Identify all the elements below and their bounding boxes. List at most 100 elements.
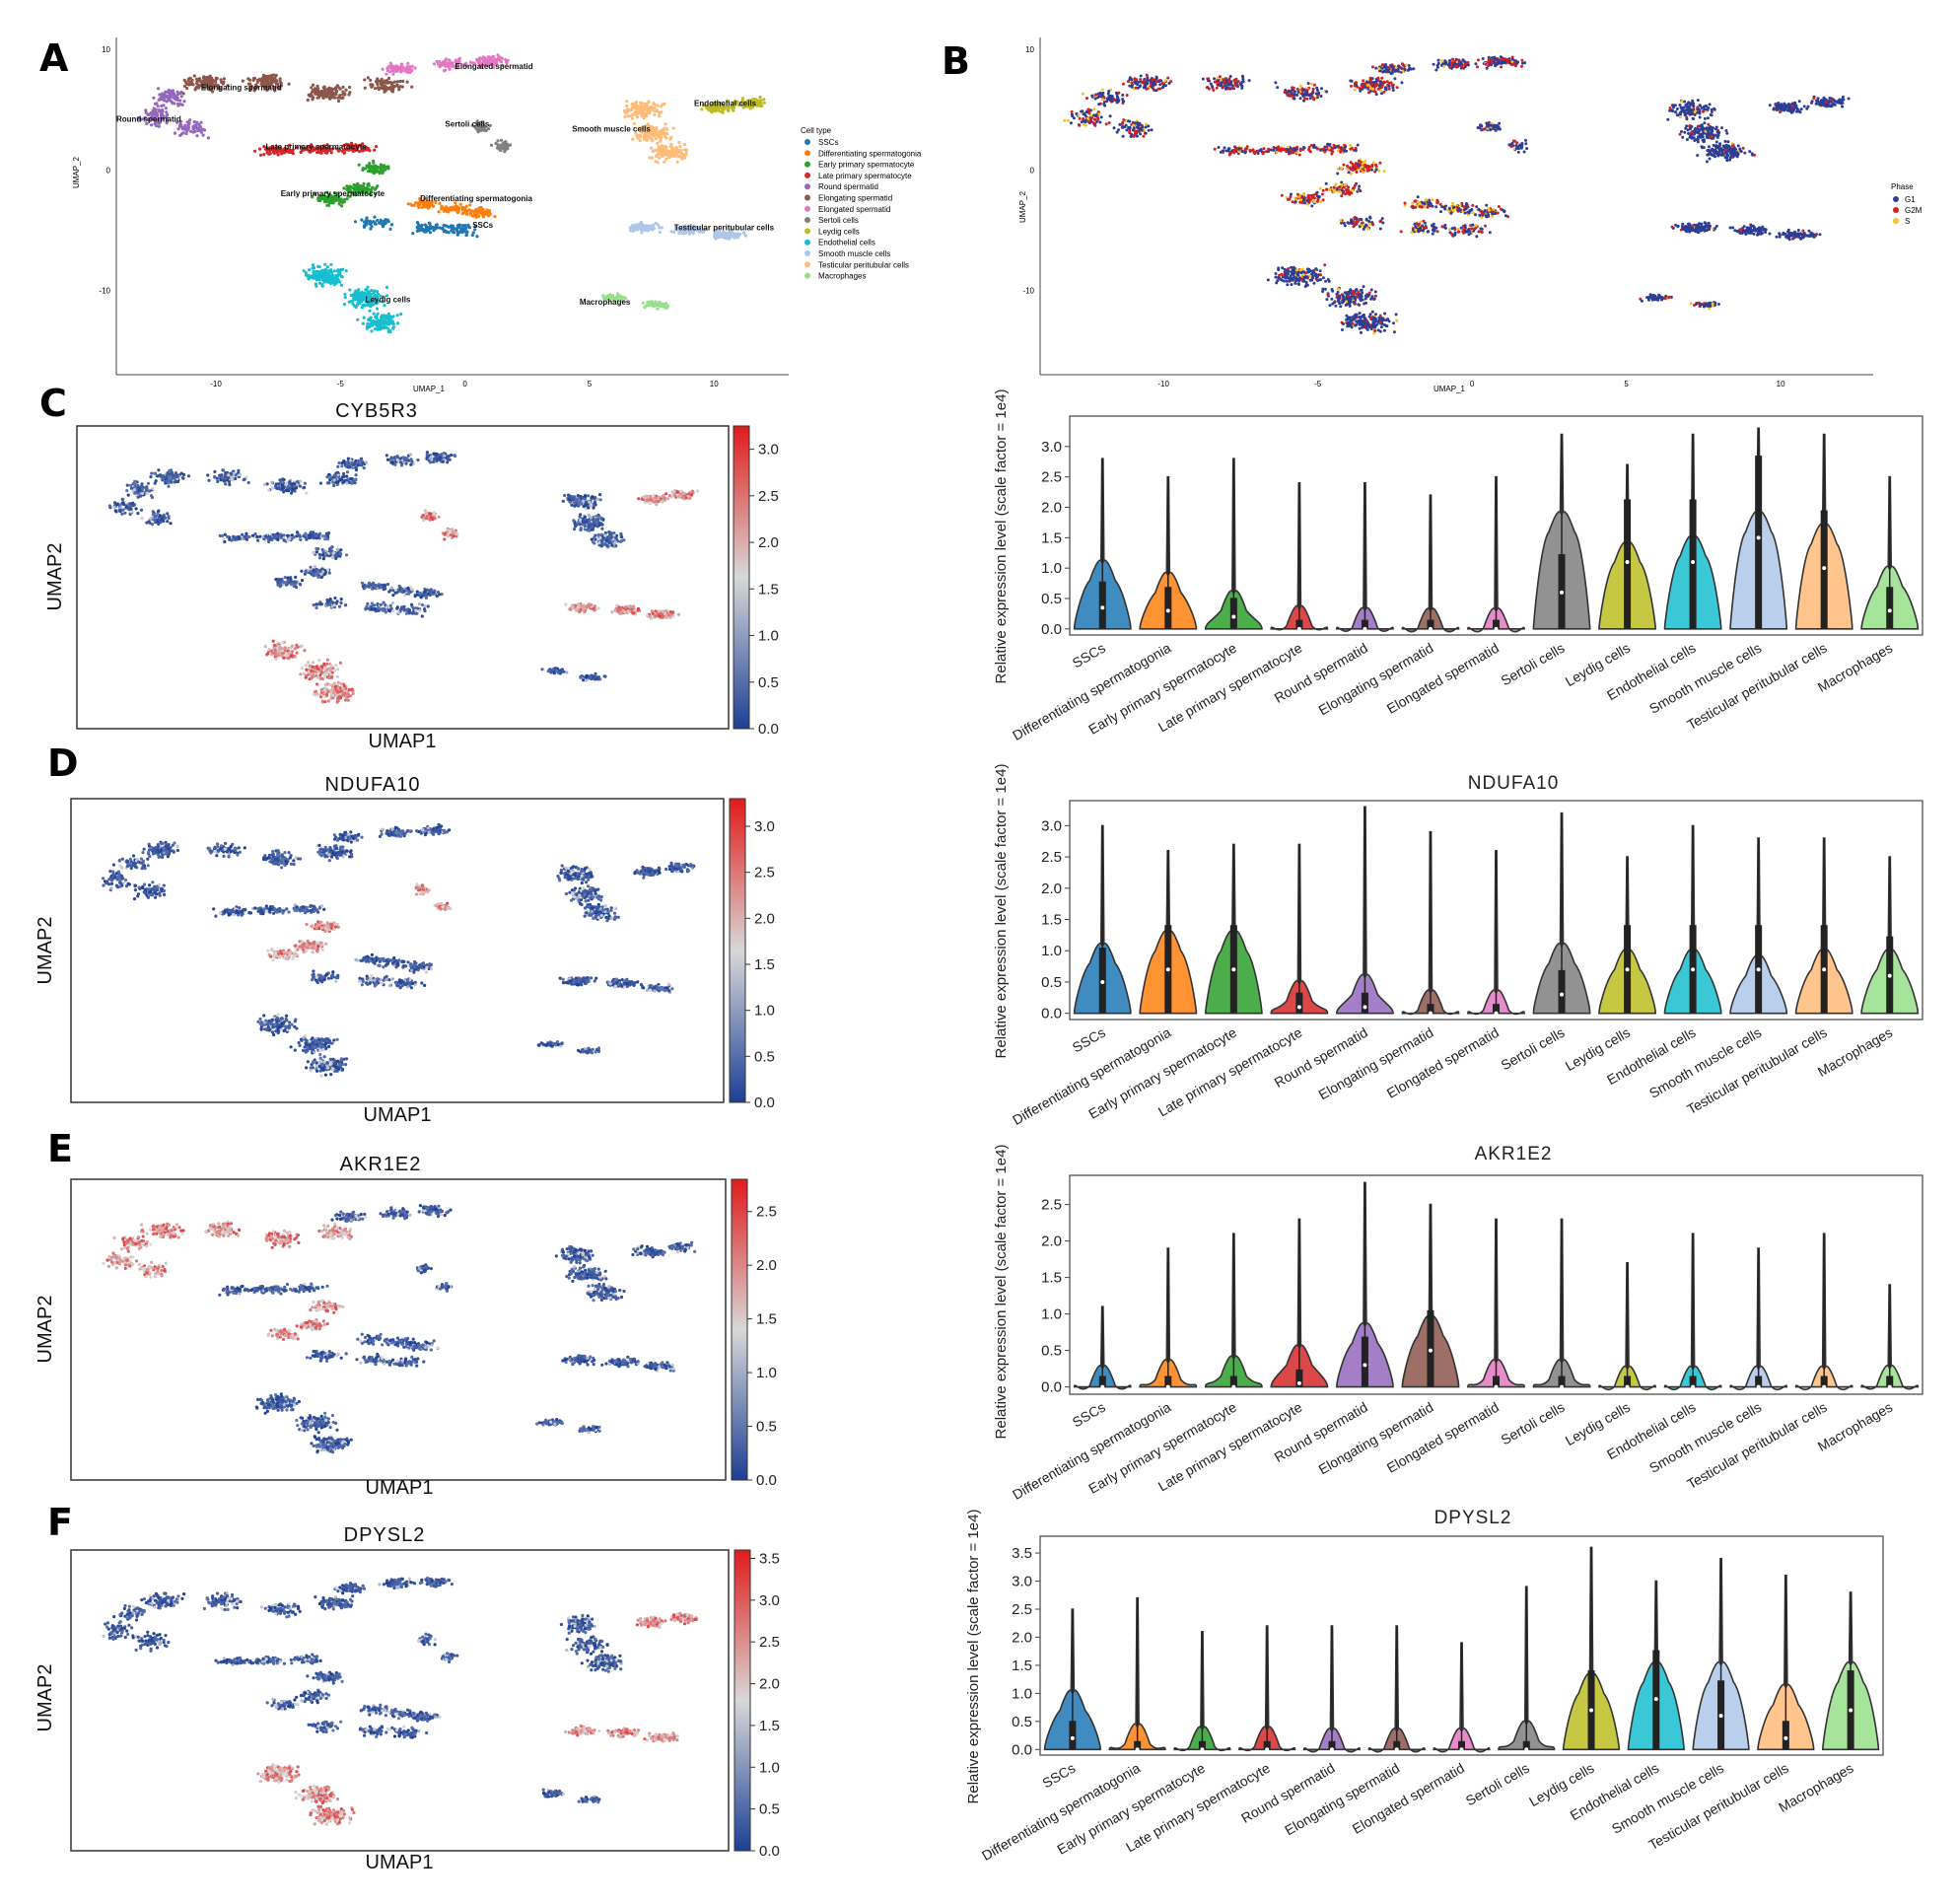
- panel-a-point: [719, 233, 723, 237]
- panel-a-point: [499, 143, 503, 148]
- panel-a-xtick: -10: [210, 380, 222, 388]
- panel-a-point: [361, 142, 365, 146]
- panel-a-point: [654, 154, 659, 158]
- panel-b-point: [1366, 91, 1370, 95]
- panel-a-point: [157, 87, 161, 91]
- panel-b-point: [1471, 203, 1475, 207]
- panel-b-point: [1434, 205, 1438, 209]
- panel-a-point: [445, 209, 450, 214]
- panel-a-point: [350, 143, 354, 147]
- panel-a-point: [378, 170, 382, 174]
- panel-a-point: [647, 100, 651, 105]
- panel-b-point: [1463, 211, 1467, 215]
- panel-a-point: [348, 188, 352, 192]
- panel-b-point: [1366, 165, 1370, 169]
- panel-b-points: [1063, 55, 1851, 335]
- panel-b-point: [1485, 66, 1489, 70]
- panel-a-point: [473, 228, 477, 232]
- panel-b-point: [1070, 109, 1074, 113]
- panel-a-point: [320, 268, 324, 272]
- panel-a-point: [669, 135, 673, 140]
- panel-a-point: [343, 292, 347, 296]
- panel-b-point: [1394, 66, 1398, 69]
- panel-letter-e: E: [47, 1127, 73, 1170]
- panel-a-point: [158, 93, 162, 97]
- panel-a-cluster-1: [406, 196, 497, 219]
- panel-b-point: [1110, 100, 1114, 104]
- panel-b-point: [1500, 60, 1503, 64]
- panel-a-point: [291, 148, 295, 152]
- panel-b-point: [1475, 205, 1479, 209]
- panel-a-point: [324, 93, 328, 97]
- panel-a-ytick: 0: [106, 166, 111, 175]
- panel-b-point: [1368, 215, 1372, 219]
- panel-b-point: [1427, 230, 1431, 234]
- panel-b-point: [1429, 202, 1433, 206]
- panel-a-point: [289, 150, 294, 155]
- panel-b-point: [1089, 118, 1093, 121]
- panel-a-point: [182, 84, 186, 88]
- panel-a-cluster-label: Differentiating spermatogonia: [420, 194, 532, 203]
- panel-a-point: [663, 306, 666, 310]
- panel-a-point: [476, 214, 481, 218]
- panel-a-point: [437, 210, 441, 214]
- panel-a-point: [325, 147, 329, 152]
- panel-a-point: [359, 291, 363, 295]
- panel-b-point: [1247, 79, 1251, 83]
- panel-a-point: [422, 201, 426, 205]
- panel-b-point: [1319, 200, 1323, 204]
- panel-a-point: [625, 104, 629, 108]
- panel-b-point: [1105, 97, 1109, 101]
- panel-b-point: [1798, 110, 1802, 114]
- panel-a-point: [656, 141, 660, 145]
- panel-b-point: [1435, 230, 1439, 234]
- panel-a-point: [395, 84, 399, 88]
- panel-b-point: [1134, 81, 1138, 85]
- panel-b-point: [1093, 113, 1097, 117]
- panel-b-point: [1309, 82, 1313, 86]
- panel-a-point: [632, 225, 636, 229]
- panel-a-point: [366, 76, 370, 80]
- panel-b-point: [1325, 187, 1329, 191]
- panel-b-point: [1449, 211, 1453, 215]
- panel-a-point: [420, 223, 424, 228]
- panel-a-point: [350, 147, 354, 151]
- panel-b-point: [1217, 146, 1221, 149]
- panel-a-point: [399, 312, 403, 317]
- panel-b-point: [1820, 104, 1823, 107]
- panel-b-point: [1258, 149, 1261, 153]
- panel-b-point: [1411, 201, 1415, 205]
- panel-a-point: [410, 203, 414, 207]
- panel-a-point: [278, 80, 282, 84]
- panel-a-point: [428, 204, 432, 209]
- panel-b-xtick: 10: [1777, 380, 1785, 388]
- panel-a-point: [485, 208, 489, 212]
- panel-b-point: [1077, 113, 1081, 117]
- panel-a-point: [454, 201, 457, 205]
- panel-b-point: [1825, 105, 1829, 108]
- panel-b-point: [1316, 89, 1319, 92]
- panel-a-point: [368, 317, 372, 320]
- panel-a-point: [330, 277, 334, 281]
- panel-b-point: [1450, 233, 1454, 236]
- panel-b-point: [1128, 125, 1132, 129]
- panel-a-point: [641, 301, 645, 305]
- panel-a-point: [325, 143, 329, 147]
- panel-b-point: [1213, 80, 1217, 84]
- panel-a-point: [324, 268, 328, 272]
- panel-a-point: [677, 140, 681, 145]
- panel-b-point: [1485, 121, 1489, 125]
- panel-a-point: [362, 186, 366, 190]
- panel-a-legend-swatch: [804, 261, 810, 268]
- panel-b-point: [1462, 228, 1466, 232]
- panel-b-point: [1295, 151, 1299, 155]
- panel-b-point: [1791, 107, 1795, 111]
- panel-a-point: [482, 210, 486, 214]
- panel-b-point: [1387, 81, 1391, 85]
- panel-b-point: [1515, 61, 1519, 65]
- panel-a-point: [471, 231, 475, 235]
- panel-a-point: [634, 101, 639, 105]
- panel-a-point: [435, 59, 439, 63]
- panel-b-point: [1167, 82, 1171, 85]
- panel-a-point: [731, 234, 734, 238]
